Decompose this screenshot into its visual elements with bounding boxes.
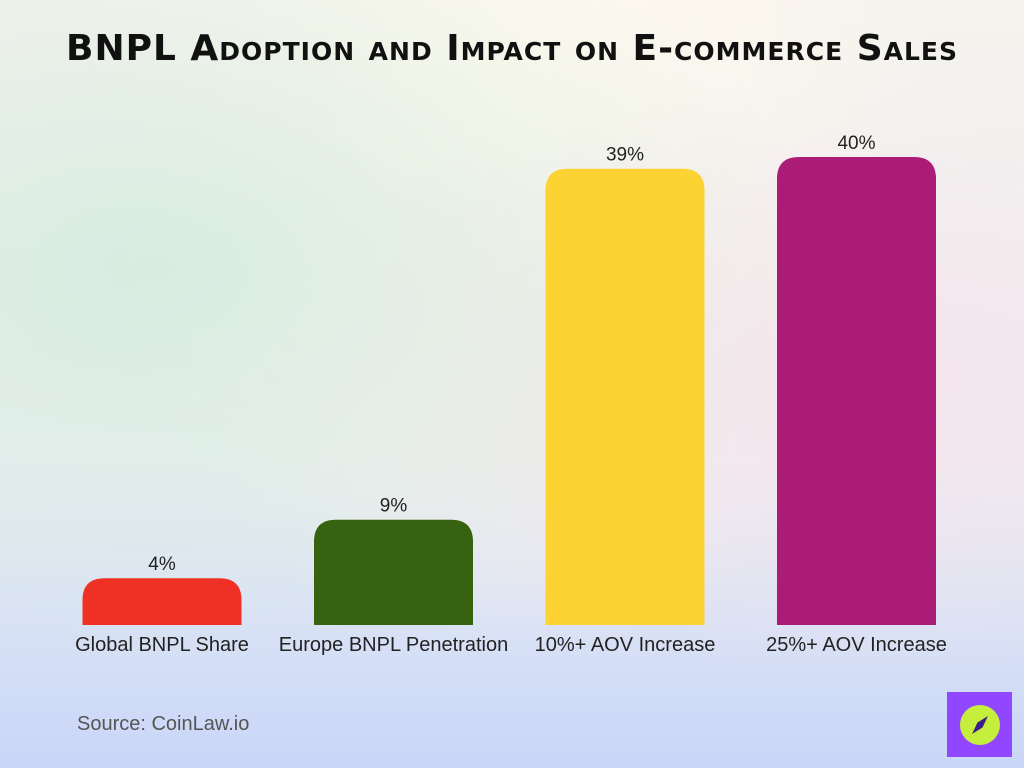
bar-1 bbox=[82, 578, 242, 625]
data-label-1: 4% bbox=[148, 554, 176, 575]
bar-3 bbox=[545, 168, 705, 625]
bar-4 bbox=[777, 157, 936, 625]
category-label-2: Europe BNPL Penetration bbox=[279, 634, 508, 656]
category-label-1: Global BNPL Share bbox=[75, 634, 249, 656]
category-label-3: 10%+ AOV Increase bbox=[535, 634, 716, 656]
chart-title: BNPL Adoption and Impact on E-commerce S… bbox=[66, 28, 958, 69]
data-label-3: 39% bbox=[606, 145, 644, 166]
data-label-2: 9% bbox=[380, 496, 408, 517]
source-note: Source: CoinLaw.io bbox=[77, 713, 250, 735]
category-label-4: 25%+ AOV Increase bbox=[766, 634, 947, 656]
logo-badge bbox=[947, 692, 1012, 757]
data-label-4: 40% bbox=[837, 133, 875, 154]
compass-icon bbox=[959, 704, 1000, 745]
bar-2 bbox=[314, 519, 473, 625]
